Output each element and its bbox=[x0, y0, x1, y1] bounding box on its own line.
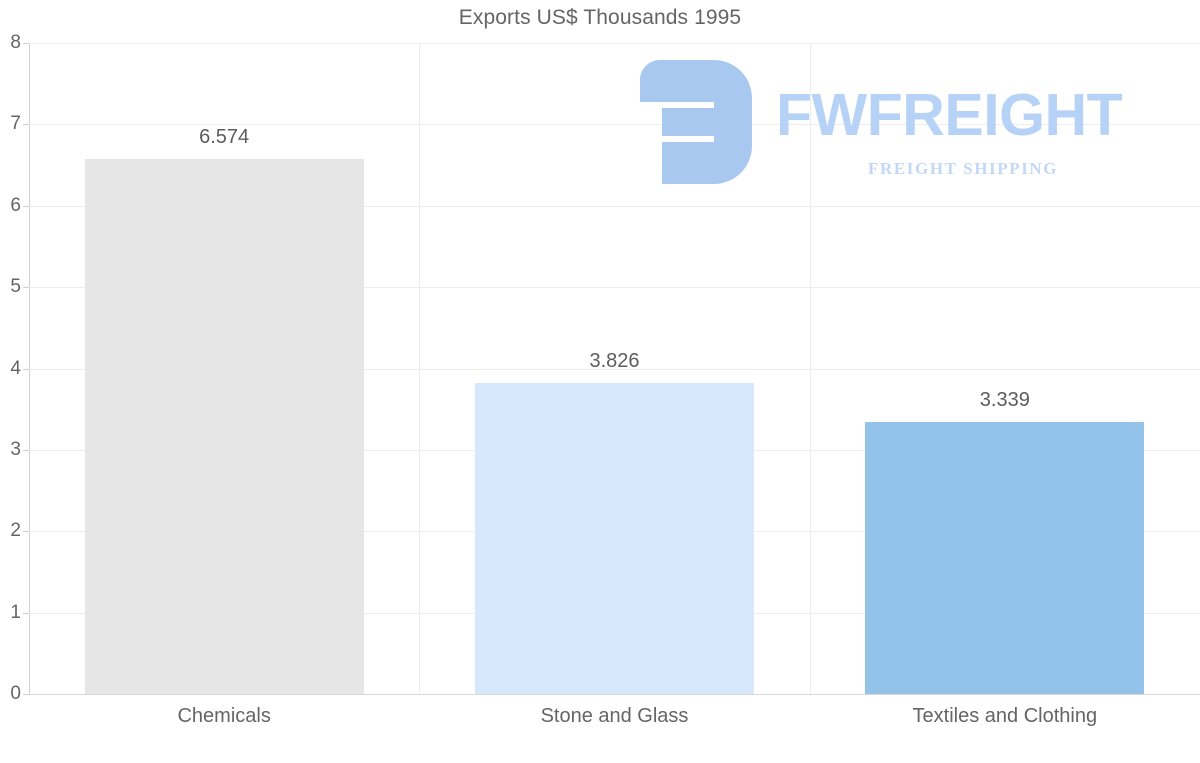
y-axis-tick bbox=[23, 205, 29, 207]
bar[interactable] bbox=[84, 159, 364, 694]
y-axis-tick bbox=[23, 124, 29, 126]
y-axis-tick bbox=[23, 449, 29, 451]
gridline-horizontal bbox=[29, 205, 1200, 207]
y-axis-tick-label: 3 bbox=[10, 438, 21, 460]
y-axis-tick-label: 0 bbox=[10, 683, 21, 704]
bar-value-label: 3.826 bbox=[589, 349, 640, 372]
bar[interactable] bbox=[474, 382, 755, 694]
y-axis-tick-label: 1 bbox=[10, 601, 21, 623]
y-axis-tick-label: 4 bbox=[10, 357, 21, 379]
bar[interactable] bbox=[865, 422, 1145, 694]
y-axis-tick bbox=[23, 43, 29, 44]
bar-value-label: 3.339 bbox=[979, 389, 1030, 412]
gridline-horizontal bbox=[29, 124, 1200, 126]
y-axis-tick-label: 7 bbox=[10, 113, 21, 135]
y-axis-tick-label: 2 bbox=[10, 520, 21, 542]
x-axis-category-label: Chemicals bbox=[177, 705, 271, 727]
gridline-vertical bbox=[810, 43, 811, 694]
y-axis-tick-label: 5 bbox=[10, 276, 21, 298]
y-axis-tick bbox=[23, 368, 29, 370]
plot-area bbox=[23, 43, 1200, 695]
chart-title: Exports US$ Thousands 1995 bbox=[458, 6, 742, 29]
gridline-horizontal bbox=[29, 694, 1200, 695]
gridline-horizontal bbox=[29, 368, 1200, 370]
y-axis-tick-label: 6 bbox=[10, 194, 21, 216]
gridline-horizontal bbox=[29, 43, 1200, 44]
x-axis-category-label: Textiles and Clothing bbox=[912, 705, 1098, 727]
y-axis-tick-label: 8 bbox=[10, 32, 21, 53]
x-axis-category-label: Stone and Glass bbox=[540, 705, 689, 727]
y-axis-tick bbox=[23, 612, 29, 614]
gridline-vertical bbox=[419, 43, 420, 694]
bar-value-label: 6.574 bbox=[199, 126, 250, 149]
y-axis-tick bbox=[23, 531, 29, 533]
y-axis-tick bbox=[23, 694, 29, 695]
gridline-horizontal bbox=[29, 287, 1200, 289]
y-axis-tick bbox=[23, 287, 29, 289]
